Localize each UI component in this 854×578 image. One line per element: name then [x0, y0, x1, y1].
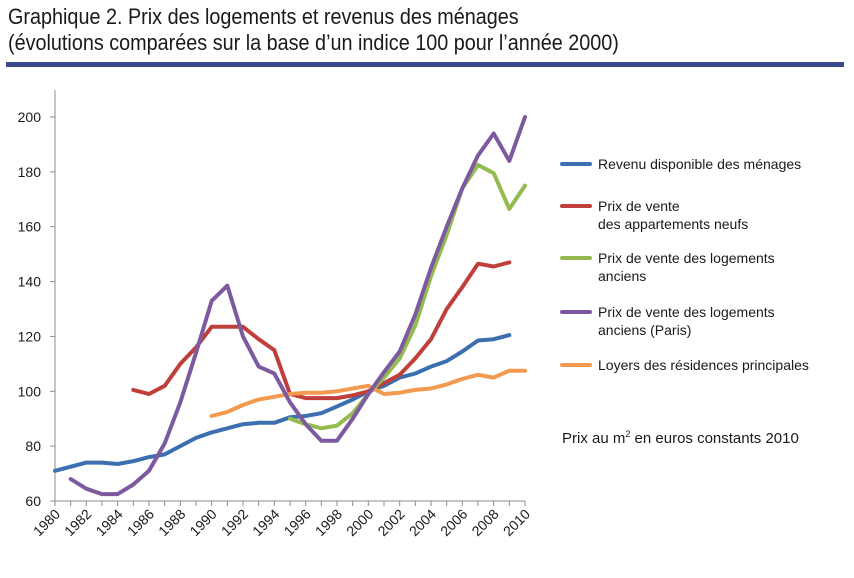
y-tick-label: 140: [18, 274, 42, 290]
x-tick-label: 2006: [437, 506, 470, 539]
y-tick-label: 120: [18, 328, 42, 344]
legend-label: Loyers des résidences principales: [598, 357, 809, 373]
x-tick-label: 1986: [124, 506, 157, 539]
x-tick-label: 1982: [61, 506, 94, 539]
series-line-1: [53, 333, 512, 473]
legend-label: Prix de vente des logements anciens (Pari…: [598, 304, 775, 338]
y-tick-label: 60: [25, 493, 41, 509]
legend-swatch: [560, 363, 592, 367]
x-tick-label: 2010: [500, 506, 533, 539]
series-line-3: [288, 163, 527, 431]
legend-label: Revenu disponible des ménages: [598, 156, 802, 172]
x-tick-label: 1988: [155, 506, 188, 539]
x-tick-label: 1996: [280, 506, 313, 539]
y-tick-label: 100: [18, 383, 42, 399]
legend-swatch: [560, 162, 592, 166]
x-tick-label: 1990: [186, 506, 219, 539]
y-tick-label: 160: [18, 219, 42, 235]
x-tick-label: 2000: [343, 506, 376, 539]
title-line-2: (évolutions comparées sur la base d’un i…: [8, 30, 619, 55]
series-line-5: [209, 368, 527, 418]
title-line-1: Graphique 2. Prix des logements et reven…: [8, 4, 519, 29]
x-tick-label: 2004: [406, 506, 439, 539]
x-tick-label: 2002: [374, 506, 407, 539]
units-note-sup: 2: [625, 429, 631, 439]
x-tick-label: 1992: [218, 506, 251, 539]
y-tick-label: 80: [25, 438, 41, 454]
legend-swatch: [560, 256, 592, 260]
units-note-prefix: Prix au m: [562, 430, 626, 447]
units-note: Prix au m2 en euros constants 2010: [562, 429, 799, 447]
y-tick-label: 200: [18, 109, 42, 125]
legend-label: Prix de vente des logements anciens: [598, 250, 775, 284]
legend-swatch: [560, 204, 592, 208]
legend-swatch: [560, 310, 592, 314]
units-note-suffix: en euros constants 2010: [630, 430, 799, 447]
legend-label: Prix de vente des appartements neufs: [598, 198, 749, 232]
chart-title: Graphique 2. Prix des logements et reven…: [8, 4, 764, 56]
x-tick-label: 1984: [92, 506, 125, 539]
y-tick-label: 180: [18, 164, 42, 180]
title-rule: [6, 62, 844, 67]
x-tick-label: 1980: [30, 506, 63, 539]
x-tick-label: 1994: [249, 506, 282, 539]
series-line-4: [68, 115, 527, 497]
x-tick-label: 1998: [312, 506, 345, 539]
x-tick-label: 2008: [468, 506, 501, 539]
